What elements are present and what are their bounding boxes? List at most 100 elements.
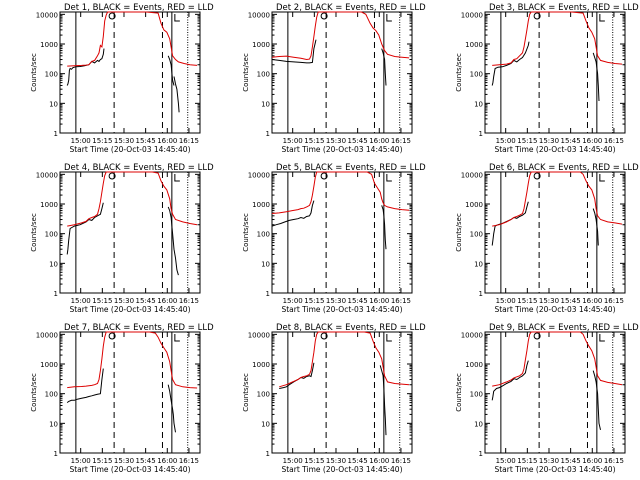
peak-marker <box>108 332 116 340</box>
x-tick-label: 16:15 <box>604 137 624 145</box>
x-tick-label: 15:15 <box>92 457 112 465</box>
x-tick-label: 15:15 <box>517 457 537 465</box>
y-tick-label: 10000 <box>248 11 270 19</box>
x-tick-label: 15:00 <box>71 297 91 305</box>
x-tick-label: 15:00 <box>283 297 303 305</box>
series-line-lld <box>492 11 623 66</box>
y-tick-label: 100 <box>257 71 270 79</box>
x-tick-label: 15:15 <box>304 457 324 465</box>
series-segment-events <box>167 55 175 86</box>
x-tick-label: 15:30 <box>326 137 346 145</box>
series-line-events <box>66 48 105 86</box>
series-segment-events <box>592 52 600 102</box>
x-tick-label: 16:00 <box>369 457 389 465</box>
peak-marker <box>320 172 328 180</box>
x-axis-label: Start Time (20-Oct-03 14:45:40) <box>494 145 615 154</box>
y-tick-label: 10000 <box>36 171 58 179</box>
y-tick-label: 1000 <box>40 41 58 49</box>
panel-title: Det 1, BLACK = Events, RED = LLD <box>64 3 214 13</box>
x-tick-label: 15:00 <box>496 457 516 465</box>
y-tick-label: 100 <box>45 71 58 79</box>
y-tick-label: 100 <box>470 391 483 399</box>
y-tick-label: 10000 <box>36 331 58 339</box>
series-segment-events <box>381 205 387 250</box>
panel-title: Det 7, BLACK = Events, RED = LLD <box>64 323 214 333</box>
x-tick-label: 16:00 <box>157 297 177 305</box>
x-tick-label: 15:45 <box>561 297 581 305</box>
peak-marker <box>533 172 541 180</box>
x-tick-label: 16:00 <box>582 457 602 465</box>
panel-det-4: Det 4, BLACK = Events, RED = LLD 1 10 100 10… <box>30 163 214 314</box>
x-tick-label: 15:15 <box>92 297 112 305</box>
x-tick-label: 15:45 <box>348 137 368 145</box>
series-line-lld <box>492 331 623 387</box>
y-tick-label: 1 <box>479 130 483 138</box>
x-tick-label: 15:45 <box>136 137 156 145</box>
plot-frame <box>59 331 201 454</box>
y-tick-label: 1 <box>479 450 483 458</box>
x-axis-label: Start Time (20-Oct-03 14:45:40) <box>281 465 402 474</box>
x-tick-label: 15:15 <box>517 297 537 305</box>
x-tick-label: 15:45 <box>348 457 368 465</box>
y-tick-label: 100 <box>45 391 58 399</box>
plot-frame <box>271 171 413 294</box>
x-tick-label: 15:00 <box>283 137 303 145</box>
panel-det-8: Det 8, BLACK = Events, RED = LLD 1 10 100 10… <box>242 323 426 474</box>
panel-det-2: Det 2, BLACK = Events, RED = LLD 1 10 100 10… <box>242 3 426 154</box>
x-tick-label: 16:15 <box>391 457 411 465</box>
y-tick-label: 10 <box>474 420 483 428</box>
x-axis-label: Start Time (20-Oct-03 14:45:40) <box>69 145 190 154</box>
y-tick-label: 1000 <box>40 361 58 369</box>
x-axis-label: Start Time (20-Oct-03 14:45:40) <box>281 305 402 314</box>
series-line-events <box>271 200 315 227</box>
x-tick-label: 15:30 <box>114 457 134 465</box>
x-tick-label: 16:00 <box>157 457 177 465</box>
x-tick-label: 15:15 <box>304 297 324 305</box>
time-bracket <box>386 334 392 342</box>
x-tick-label: 16:15 <box>604 297 624 305</box>
y-tick-label: 1 <box>266 290 270 298</box>
panel-det-3: Det 3, BLACK = Events, RED = LLD 1 10 100 10… <box>455 3 639 154</box>
y-tick-label: 100 <box>470 231 483 239</box>
x-tick-label: 15:15 <box>304 137 324 145</box>
y-tick-label: 10000 <box>36 11 58 19</box>
panel-det-5: Det 5, BLACK = Events, RED = LLD 1 10 100 10… <box>242 163 426 314</box>
y-tick-label: 100 <box>45 231 58 239</box>
panel-det-9: Det 9, BLACK = Events, RED = LLD 1 10 100 10… <box>455 323 639 474</box>
plot-frame <box>271 11 413 134</box>
x-tick-label: 15:45 <box>561 457 581 465</box>
x-tick-label: 15:30 <box>539 137 559 145</box>
y-tick-label: 1000 <box>252 41 270 49</box>
y-tick-label: 10 <box>261 260 270 268</box>
series-line-lld <box>67 331 198 389</box>
x-tick-label: 15:30 <box>326 297 346 305</box>
series-segment-events <box>379 365 387 436</box>
series-line-events <box>66 202 104 255</box>
panel-title: Det 4, BLACK = Events, RED = LLD <box>64 163 214 173</box>
time-bracket <box>386 14 392 22</box>
x-tick-label: 16:15 <box>179 457 199 465</box>
y-tick-label: 100 <box>470 71 483 79</box>
time-bracket <box>599 334 605 342</box>
y-tick-label: 1000 <box>40 201 58 209</box>
x-tick-label: 16:15 <box>391 137 411 145</box>
y-tick-label: 1 <box>266 130 270 138</box>
y-axis-label: Counts/sec <box>30 373 38 412</box>
y-tick-label: 10 <box>49 100 58 108</box>
series-line-lld <box>492 171 623 227</box>
plot-frame <box>484 331 626 454</box>
y-tick-label: 1000 <box>252 201 270 209</box>
y-axis-label: Counts/sec <box>242 213 250 252</box>
x-tick-label: 15:30 <box>539 457 559 465</box>
y-axis-label: Counts/sec <box>242 53 250 92</box>
y-tick-label: 100 <box>257 231 270 239</box>
plot-frame <box>59 11 201 134</box>
panel-title: Det 9, BLACK = Events, RED = LLD <box>489 323 639 333</box>
series-line-events <box>491 201 529 246</box>
y-axis-label: Counts/sec <box>455 53 463 92</box>
x-tick-label: 16:15 <box>179 297 199 305</box>
x-axis-label: Start Time (20-Oct-03 14:45:40) <box>69 465 190 474</box>
panel-title: Det 5, BLACK = Events, RED = LLD <box>276 163 426 173</box>
x-axis-label: Start Time (20-Oct-03 14:45:40) <box>494 465 615 474</box>
series-line-lld <box>271 171 410 214</box>
